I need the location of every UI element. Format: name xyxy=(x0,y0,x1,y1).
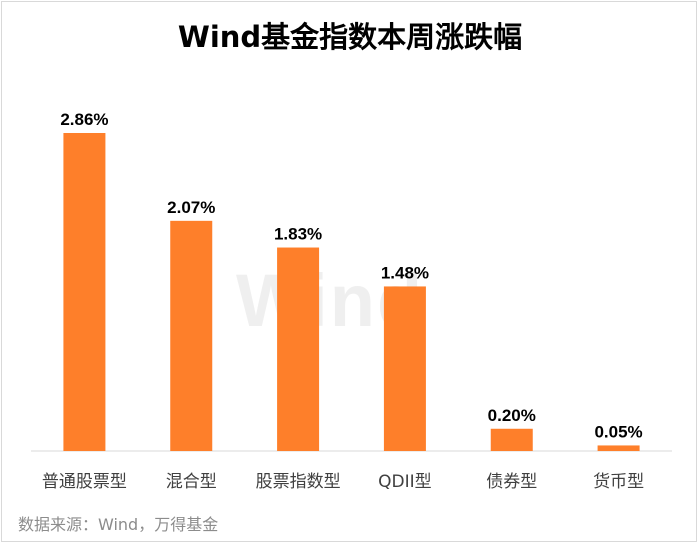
data-label: 0.05% xyxy=(594,422,642,441)
data-label: 1.83% xyxy=(274,225,322,244)
x-tick-label: 股票指数型 xyxy=(256,472,341,492)
data-label: 1.48% xyxy=(381,263,429,282)
bar xyxy=(277,247,320,451)
bar xyxy=(597,445,640,451)
data-label: 0.20% xyxy=(488,406,536,425)
x-tick-label: 货币型 xyxy=(593,472,644,492)
x-tick-label: 普通股票型 xyxy=(42,472,127,492)
bar xyxy=(383,286,426,451)
x-tick-label: 混合型 xyxy=(166,472,217,492)
x-tick-label: QDII型 xyxy=(378,472,432,492)
bar xyxy=(63,133,106,451)
data-label: 2.07% xyxy=(167,198,215,217)
chart-title: Wind基金指数本周涨跌幅 xyxy=(177,20,523,54)
bar xyxy=(170,220,213,451)
bar xyxy=(490,428,533,451)
source-note: 数据来源：Wind，万得基金 xyxy=(18,515,219,534)
data-label: 2.86% xyxy=(60,110,108,129)
x-tick-label: 债券型 xyxy=(486,472,537,492)
